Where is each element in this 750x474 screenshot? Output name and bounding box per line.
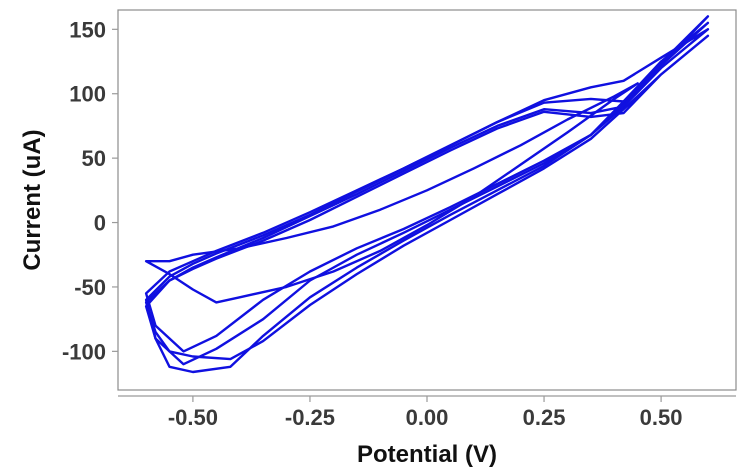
y-tick-label: 100	[69, 82, 106, 107]
y-tick-label: 150	[69, 17, 106, 42]
x-tick-label: 0.00	[406, 405, 449, 430]
x-tick-label: 0.50	[640, 405, 683, 430]
y-tick-label: 0	[94, 211, 106, 236]
cv-cycle-line-4	[144, 34, 710, 361]
x-axis-ticks: -0.50 -0.25 0.00 0.25 0.50	[168, 396, 683, 430]
plot-area-frame	[117, 9, 737, 391]
y-tick-label: -50	[74, 275, 106, 300]
y-tick-label: -100	[62, 339, 106, 364]
x-tick-label: -0.25	[285, 405, 335, 430]
y-tick-label: 50	[82, 146, 106, 171]
y-axis-ticks: -100 -50 0 50 100 150	[62, 17, 118, 364]
cv-cycle-line-2	[144, 21, 710, 366]
cv-curves	[144, 15, 710, 374]
x-tick-label: -0.50	[168, 405, 218, 430]
x-axis-title: Potential (V)	[357, 441, 497, 468]
x-tick-label: 0.25	[523, 405, 566, 430]
cv-cycle-line-5	[144, 82, 639, 304]
y-axis-title: Current (uA)	[19, 129, 46, 270]
cv-cycle-line-3	[144, 15, 710, 374]
